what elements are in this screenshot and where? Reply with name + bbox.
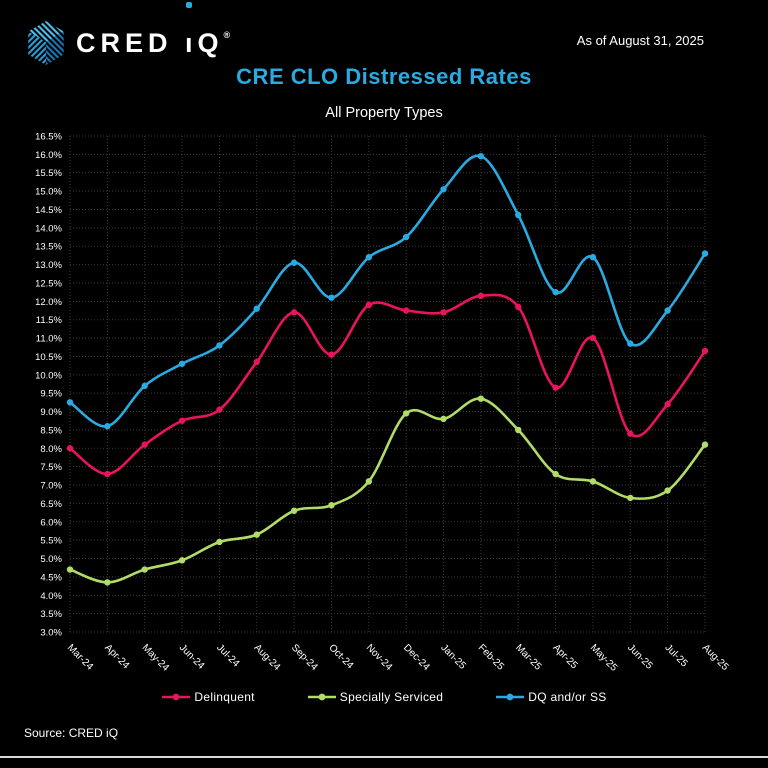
svg-text:Dec-24: Dec-24 <box>401 642 432 673</box>
cred-iq-logo: CRED ı Q® <box>25 2 231 66</box>
svg-text:Jun-25: Jun-25 <box>625 642 655 672</box>
legend-swatch <box>496 693 525 701</box>
svg-text:13.0%: 13.0% <box>35 260 62 271</box>
svg-text:Apr-25: Apr-25 <box>550 642 579 671</box>
svg-text:Nov-24: Nov-24 <box>364 642 395 673</box>
svg-text:10.5%: 10.5% <box>35 352 62 363</box>
svg-text:5.5%: 5.5% <box>40 536 62 547</box>
svg-text:5.0%: 5.0% <box>40 554 62 565</box>
svg-text:Feb-25: Feb-25 <box>476 642 506 672</box>
chart-legend: Delinquent Specially Serviced DQ and/or SS <box>0 690 768 704</box>
svg-text:May-24: May-24 <box>140 642 172 674</box>
svg-text:14.0%: 14.0% <box>35 223 62 234</box>
svg-text:Apr-24: Apr-24 <box>102 642 131 671</box>
cred-iq-hexagon-icon <box>28 21 64 65</box>
footer-rule <box>0 756 768 758</box>
svg-text:Jan-25: Jan-25 <box>438 642 468 672</box>
source-note: Source: CRED iQ <box>24 726 119 740</box>
svg-text:14.5%: 14.5% <box>35 205 62 216</box>
svg-text:4.5%: 4.5% <box>40 572 62 583</box>
svg-text:May-25: May-25 <box>588 642 620 674</box>
page-title: CRE CLO Distressed Rates <box>236 64 532 89</box>
svg-text:6.5%: 6.5% <box>40 499 62 510</box>
legend-label: Specially Serviced <box>339 690 444 704</box>
svg-text:6.0%: 6.0% <box>40 517 62 528</box>
chart-gridlines <box>69 135 706 633</box>
svg-text:3.5%: 3.5% <box>40 609 62 620</box>
svg-text:7.5%: 7.5% <box>40 462 62 473</box>
svg-text:16.5%: 16.5% <box>35 132 62 143</box>
svg-text:11.0%: 11.0% <box>36 334 63 345</box>
svg-text:9.5%: 9.5% <box>40 389 62 400</box>
logo-text: CRED ı Q® <box>76 2 231 66</box>
svg-text:12.5%: 12.5% <box>35 278 62 289</box>
svg-text:3.0%: 3.0% <box>40 628 62 639</box>
legend-swatch <box>162 693 191 701</box>
svg-text:11.5%: 11.5% <box>36 315 63 326</box>
svg-text:Aug-24: Aug-24 <box>252 642 283 673</box>
logo-i-dot <box>186 2 193 8</box>
as-of-date: As of August 31, 2025 <box>576 33 704 48</box>
legend-label: DQ and/or SS <box>528 690 607 704</box>
svg-text:4.0%: 4.0% <box>40 591 62 602</box>
svg-text:7.0%: 7.0% <box>40 481 62 492</box>
svg-text:Aug-25: Aug-25 <box>700 642 731 673</box>
y-axis-labels: 3.0% 3.5% 4.0% 4.5% 5.0% 5.5% 6.0% 6.5% 7.0% 7.5%… <box>35 132 62 639</box>
svg-text:Mar-25: Mar-25 <box>513 642 543 672</box>
svg-text:Jul-25: Jul-25 <box>663 642 690 669</box>
svg-text:Jul-24: Jul-24 <box>214 642 241 669</box>
svg-text:8.0%: 8.0% <box>40 444 62 455</box>
svg-text:Jun-24: Jun-24 <box>177 642 207 672</box>
svg-text:Sep-24: Sep-24 <box>289 642 320 673</box>
page-subtitle: All Property Types <box>325 105 443 121</box>
legend-item-delinquent: Delinquent <box>161 690 254 704</box>
svg-text:10.0%: 10.0% <box>35 370 62 381</box>
svg-text:16.0%: 16.0% <box>35 150 62 161</box>
legend-label: Delinquent <box>194 690 255 704</box>
svg-text:Mar-24: Mar-24 <box>65 642 95 672</box>
svg-text:15.0%: 15.0% <box>35 187 62 198</box>
series-dq-and-or-ss <box>66 153 709 430</box>
legend-swatch <box>307 693 336 701</box>
series-specially-serviced <box>66 395 709 586</box>
svg-text:13.5%: 13.5% <box>35 242 62 253</box>
svg-text:15.5%: 15.5% <box>35 168 62 179</box>
series-delinquent <box>66 292 709 478</box>
distressed-rates-chart: 3.0% 3.5% 4.0% 4.5% 5.0% 5.5% 6.0% 6.5% 7.0% 7.5%… <box>35 132 731 675</box>
legend-item-specially-serviced: Specially Serviced <box>307 690 443 704</box>
svg-text:Oct-24: Oct-24 <box>326 642 355 671</box>
svg-text:9.0%: 9.0% <box>40 407 62 418</box>
svg-text:12.0%: 12.0% <box>35 297 62 308</box>
legend-item-dq-and-or-ss: DQ and/or SS <box>495 690 606 704</box>
x-axis-labels: Mar-24 Apr-24 May-24 Jun-24 Jul-24 Aug-24 Sep-… <box>65 642 731 674</box>
svg-text:8.5%: 8.5% <box>40 425 62 436</box>
registered-mark: ® <box>223 30 231 40</box>
